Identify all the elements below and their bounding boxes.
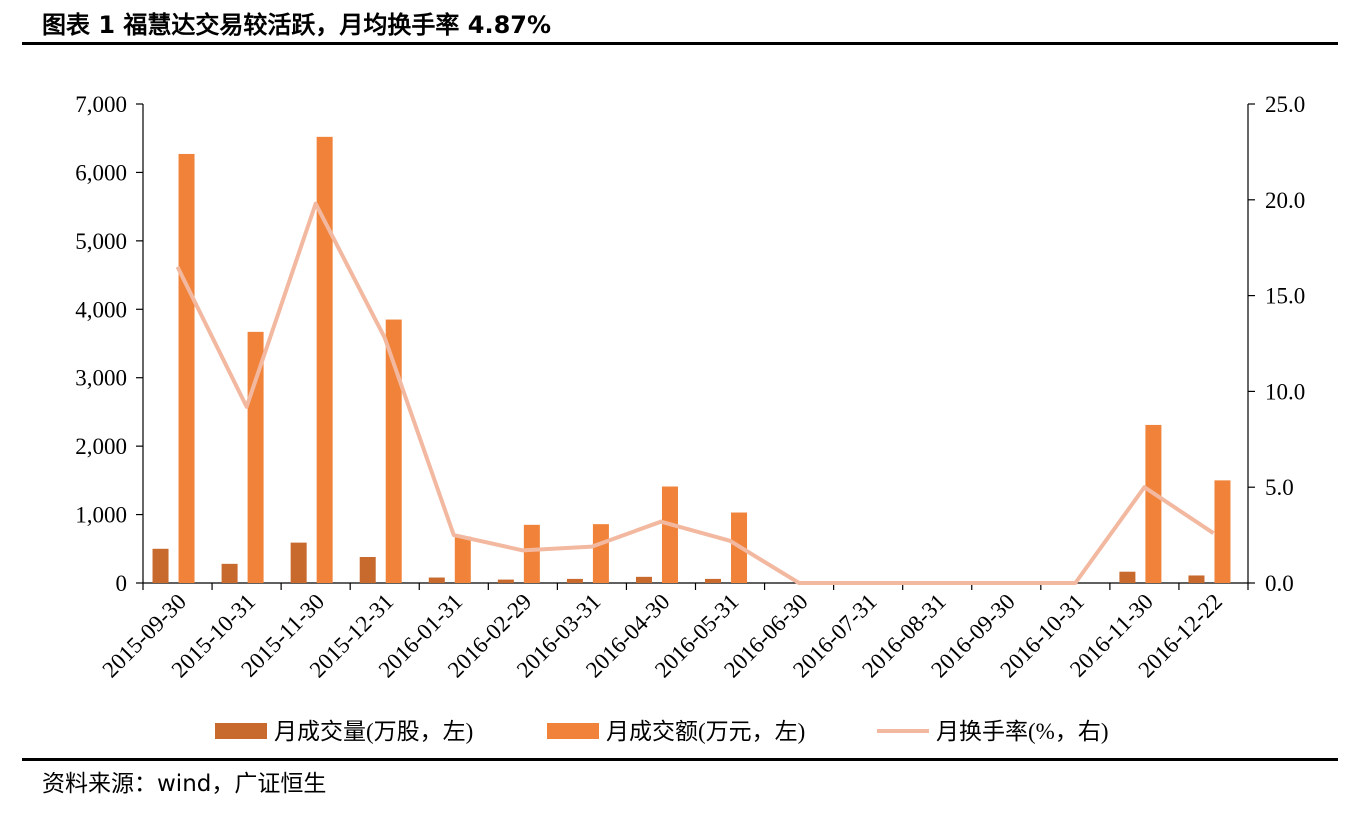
legend-turnover: 月换手率(%，右) xyxy=(877,719,1108,744)
amount-bar xyxy=(523,524,540,583)
right-tick-label: 5.0 xyxy=(1265,475,1294,500)
volume-bar xyxy=(221,563,238,583)
volume-bar xyxy=(1119,571,1136,583)
left-tick-label: 5,000 xyxy=(75,229,127,254)
left-tick-label: 6,000 xyxy=(75,160,127,185)
amount-bar xyxy=(1214,480,1231,583)
volume-bar xyxy=(635,576,652,583)
volume-bar xyxy=(705,578,722,583)
right-tick-label: 10.0 xyxy=(1265,379,1305,404)
turnover-line-path xyxy=(175,201,1215,585)
right-tick-label: 0.0 xyxy=(1265,571,1294,596)
amount-bar xyxy=(592,524,609,583)
chart-title: 图表 1 福慧达交易较活跃，月均换手率 4.87% xyxy=(42,11,552,39)
legend: 月成交量(万股，左) 月成交额(万元，左) 月换手率(%，右) xyxy=(215,719,1108,744)
volume-bar xyxy=(290,542,307,583)
left-tick-label: 7,000 xyxy=(75,92,127,117)
bars xyxy=(152,136,1231,584)
volume-bar xyxy=(566,578,583,583)
legend-swatch xyxy=(547,723,599,739)
amount-bar xyxy=(178,153,195,583)
volume-bar xyxy=(497,579,514,583)
turnover-line xyxy=(175,201,1215,585)
right-tick-label: 25.0 xyxy=(1265,92,1305,117)
legend-label: 月成交额(万元，左) xyxy=(606,719,805,744)
bottom-rule xyxy=(22,758,1338,761)
left-tick-label: 3,000 xyxy=(75,366,127,391)
volume-bar xyxy=(359,556,376,583)
left-tick-label: 2,000 xyxy=(75,434,127,459)
volume-bar xyxy=(428,577,445,583)
amount-bar xyxy=(1145,424,1162,583)
top-rule xyxy=(22,42,1338,45)
left-tick-label: 1,000 xyxy=(75,503,127,528)
legend-swatch xyxy=(215,723,267,739)
legend-label: 月成交量(万股，左) xyxy=(274,719,473,744)
legend-volume: 月成交量(万股，左) xyxy=(215,719,473,744)
left-tick-label: 0 xyxy=(116,571,128,596)
legend-amount: 月成交额(万元，左) xyxy=(547,719,805,744)
amount-bar xyxy=(316,136,333,584)
amount-bar xyxy=(661,486,678,583)
volume-bar xyxy=(152,548,169,583)
volume-bar xyxy=(1188,575,1205,583)
legend-label: 月换手率(%，右) xyxy=(936,719,1108,744)
right-tick-label: 20.0 xyxy=(1265,188,1305,213)
left-tick-label: 4,000 xyxy=(75,297,127,322)
source-note: 资料来源：wind，广证恒生 xyxy=(42,771,327,797)
axes xyxy=(136,103,1255,590)
right-tick-label: 15.0 xyxy=(1265,284,1305,309)
chart: 0 1,000 2,000 3,000 4,000 5,000 6,000 7,000 0.0 5… xyxy=(75,92,1305,744)
amount-bar xyxy=(385,319,402,583)
amount-bar xyxy=(454,536,471,583)
